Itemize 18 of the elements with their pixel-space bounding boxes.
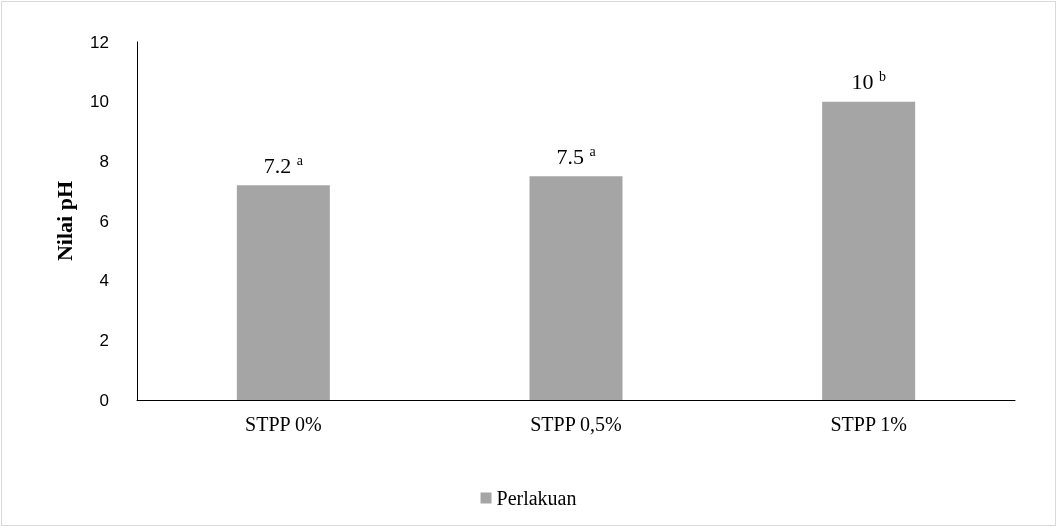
- y-tick-label: 0: [99, 390, 109, 410]
- legend-label: Perlakuan: [496, 487, 577, 509]
- x-tick-label: STPP 0,5%: [530, 413, 622, 435]
- y-axis-title: Nilai pH: [51, 180, 77, 262]
- y-tick-label: 8: [99, 151, 109, 171]
- data-label: 7.2 a: [263, 152, 304, 178]
- x-tick-label: STPP 1%: [830, 413, 907, 435]
- y-tick-label: 12: [90, 32, 109, 52]
- y-tick-label: 2: [99, 330, 109, 350]
- data-label: 10 b: [851, 69, 886, 95]
- y-tick-label: 6: [99, 211, 109, 231]
- y-tick-label: 4: [99, 271, 109, 291]
- bar: [236, 185, 330, 400]
- data-label: 7.5 a: [556, 143, 597, 169]
- y-tick-label: 10: [90, 92, 109, 112]
- bar: [822, 101, 916, 400]
- bar: [529, 176, 623, 400]
- x-tick-label: STPP 0%: [245, 413, 322, 435]
